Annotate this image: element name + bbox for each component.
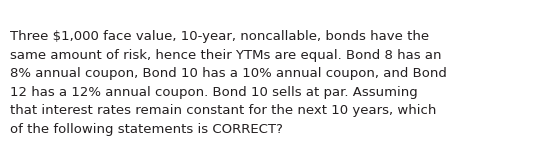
Text: Three $1,000 face value, 10-year, noncallable, bonds have the
same amount of ris: Three $1,000 face value, 10-year, noncal… <box>10 30 447 136</box>
